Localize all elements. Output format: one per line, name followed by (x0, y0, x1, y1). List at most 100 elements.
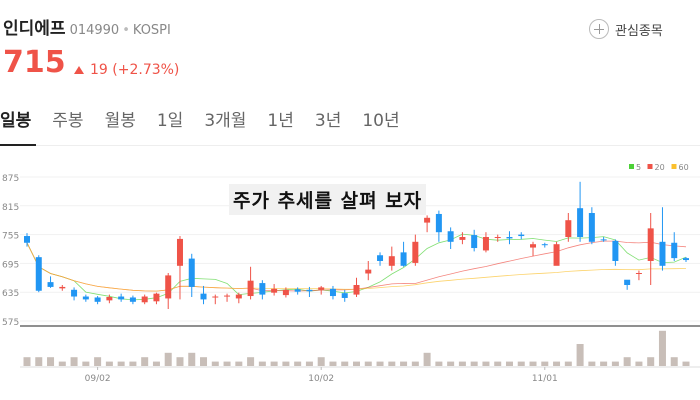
candle-body (47, 282, 54, 287)
candle-body (235, 294, 242, 299)
volume-bar (247, 357, 255, 366)
volume-bar (353, 361, 360, 366)
tab-weekly[interactable]: 주봉 (52, 111, 84, 131)
candle-body (188, 258, 195, 287)
candle-body (600, 239, 607, 241)
volume-bar (364, 361, 372, 366)
volume-bar (117, 361, 125, 366)
candle-body (588, 213, 595, 242)
legend-label: 20 (655, 163, 665, 172)
y-tick-label: 635 (2, 289, 19, 299)
volume-bar (23, 357, 31, 366)
legend-swatch (647, 164, 653, 169)
tab-3months[interactable]: 3개월 (204, 111, 247, 131)
volume-bar (164, 352, 172, 366)
volume-bar (635, 361, 643, 366)
volume-bar (223, 361, 231, 366)
volume-bar (588, 361, 596, 366)
candle-body (94, 297, 101, 302)
volume-bar (470, 361, 478, 366)
candle-body (212, 296, 219, 298)
candle-body (553, 244, 560, 266)
volume-bar (329, 361, 337, 366)
volume-bar (576, 344, 584, 366)
candle-body (141, 296, 148, 303)
volume-bar (47, 357, 55, 366)
volume-bar (270, 361, 278, 366)
legend-swatch (671, 164, 677, 169)
tab-daily[interactable]: 일봉 (0, 111, 32, 131)
volume-bar (35, 357, 43, 366)
volume-bar (670, 357, 678, 366)
volume-bar (553, 361, 561, 366)
tab-1day[interactable]: 1일 (156, 111, 184, 131)
candle-body (24, 236, 30, 243)
volume-bar (294, 361, 302, 366)
stock-code: 014990 (69, 23, 120, 38)
x-tick-label: 11/01 (532, 374, 558, 384)
stock-header: 인디에프 014990 • KOSPI (3, 14, 171, 39)
volume-bar (94, 357, 102, 366)
volume-bar (82, 361, 90, 366)
y-tick-label: 575 (2, 318, 19, 328)
volume-bar (447, 361, 455, 366)
candle-body (506, 237, 513, 239)
candle-body (400, 252, 407, 266)
current-price: 715 (3, 45, 66, 80)
tab-10years[interactable]: 10년 (362, 111, 400, 131)
candle-body (471, 235, 478, 249)
add-watchlist-button[interactable]: 관심종목 (589, 19, 663, 39)
candle-body (459, 237, 466, 240)
y-tick-label: 755 (2, 232, 19, 242)
y-tick-label: 875 (2, 174, 19, 184)
volume-bar (317, 357, 325, 366)
tab-divider (0, 145, 700, 146)
candle-body (165, 275, 172, 299)
volume-bar (541, 361, 549, 366)
price-chart[interactable]: 875 815 755 695 635 575 09/02 10/02 11/01 5 20 60 (0, 150, 700, 400)
volume-bar (188, 352, 196, 366)
candle-body (71, 289, 78, 297)
candle-body (494, 237, 501, 238)
tab-1year[interactable]: 1년 (267, 111, 294, 131)
candle-body (659, 241, 666, 266)
tab-3years[interactable]: 3년 (314, 111, 342, 131)
watchlist-label: 관심종목 (615, 23, 663, 39)
volume-bar (435, 361, 443, 366)
candle-body (35, 257, 42, 291)
candle-body (377, 255, 384, 261)
volume-bar (600, 361, 608, 366)
candle-body (518, 234, 525, 237)
candle-body (671, 242, 678, 259)
candle-body (259, 283, 266, 295)
volume-bar (282, 361, 290, 366)
candle-body (106, 297, 113, 301)
price-change: 19 (+2.73%) (74, 62, 179, 78)
volume-bar (176, 357, 184, 366)
tab-monthly[interactable]: 월봉 (104, 111, 136, 131)
candle-body (341, 293, 348, 298)
volume-bar (505, 361, 513, 366)
volume-bar (400, 361, 408, 366)
volume-bar (200, 357, 208, 366)
volume-bar (611, 361, 619, 366)
candle-body (282, 289, 289, 296)
candle-body (118, 296, 125, 300)
triangle-up-icon (74, 66, 84, 74)
stock-name: 인디에프 (3, 19, 66, 39)
candle-body (294, 289, 301, 292)
volume-bar (70, 357, 78, 366)
candle-body (577, 208, 584, 237)
volume-bar (411, 361, 419, 366)
active-tab-indicator (0, 144, 36, 146)
candle-body (82, 296, 89, 300)
volume-bar (682, 361, 690, 366)
volume-bar (211, 361, 219, 366)
volume-bar (517, 361, 525, 366)
candle-body (176, 238, 183, 266)
volume-bar (141, 357, 149, 366)
candle-body (565, 220, 572, 237)
candle-body (541, 244, 548, 246)
y-tick-label: 695 (2, 260, 19, 270)
candle-body (318, 287, 325, 290)
